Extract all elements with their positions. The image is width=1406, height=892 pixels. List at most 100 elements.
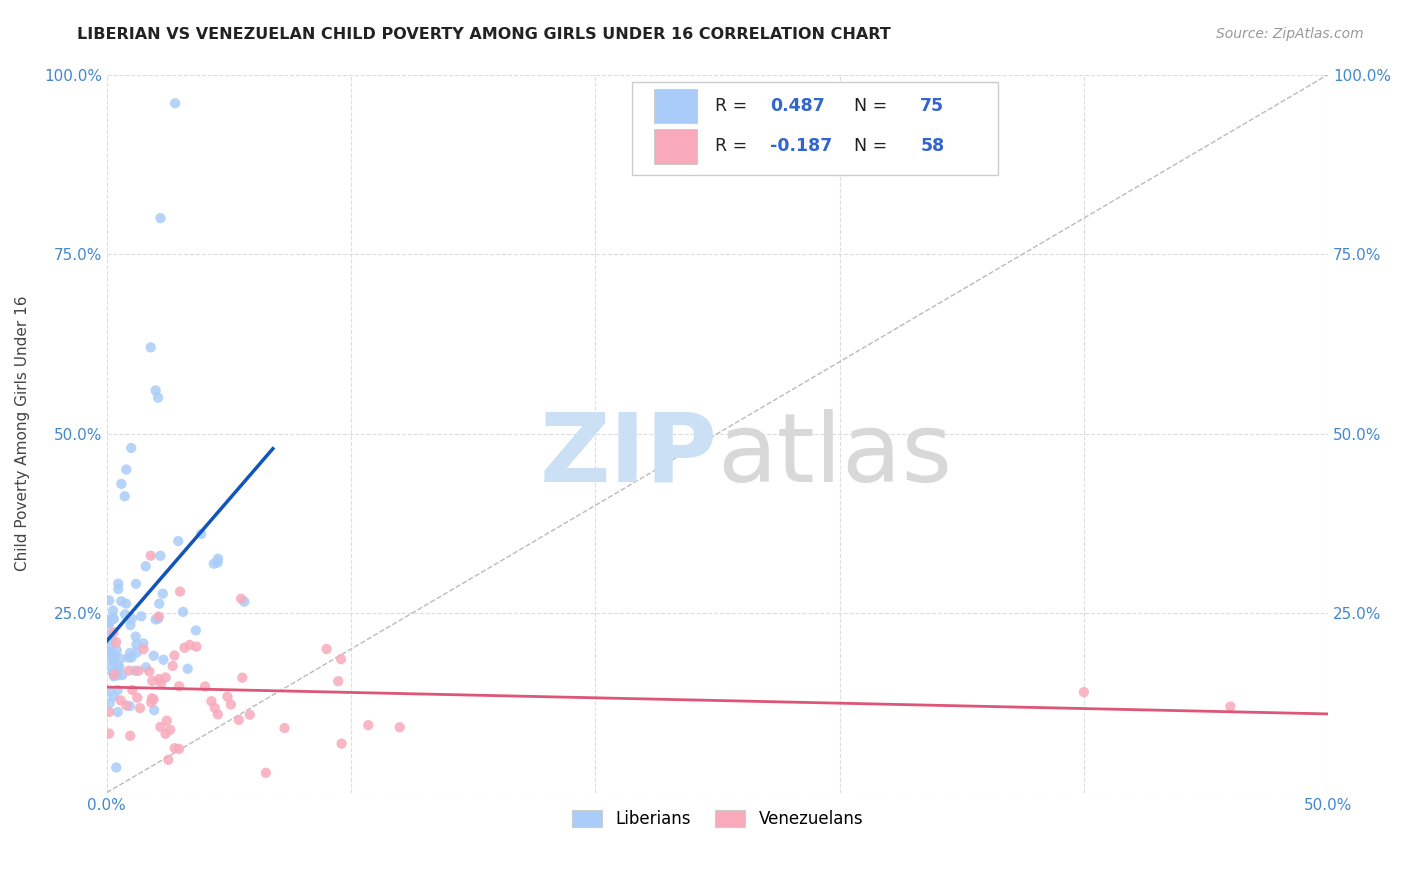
Y-axis label: Child Poverty Among Girls Under 16: Child Poverty Among Girls Under 16 [15,296,30,572]
Point [148,597,170,611]
Point [186,640,208,654]
Point [141,696,163,710]
Point [105,668,128,682]
Point [202,557,225,571]
Point [107,582,129,596]
Point [152,653,174,667]
Point [129,609,152,624]
Point [228,713,250,727]
Point [98,726,121,740]
Point [173,640,195,655]
Point [207,551,229,566]
Point [135,660,157,674]
Point [200,694,222,708]
Point [100,659,122,673]
Text: LIBERIAN VS VENEZUELAN CHILD POVERTY AMONG GIRLS UNDER 16 CORRELATION CHART: LIBERIAN VS VENEZUELAN CHILD POVERTY AMO… [77,27,891,42]
Point [103,648,125,663]
Point [135,559,157,574]
Point [120,441,142,455]
Point [177,662,200,676]
Point [142,648,165,663]
Point [330,652,353,666]
Point [127,690,149,705]
Point [328,674,350,689]
Point [103,611,125,625]
Point [98,696,121,710]
Text: R =: R = [716,137,752,155]
Point [121,650,143,665]
Point [121,683,143,698]
Point [117,650,139,665]
Point [98,645,121,659]
Point [149,549,172,563]
Point [103,667,125,681]
Point [179,638,201,652]
Point [155,727,177,741]
Point [273,721,295,735]
Point [149,720,172,734]
Point [120,729,142,743]
Point [125,576,148,591]
Point [167,534,190,549]
Point [165,96,187,111]
Point [207,707,229,722]
Text: 58: 58 [920,137,945,155]
Point [105,635,128,649]
Point [146,391,169,405]
Point [157,753,180,767]
Point [107,683,129,698]
Point [219,698,242,712]
Point [98,593,121,607]
Point [110,693,132,707]
Point [107,659,129,673]
Point [115,698,138,713]
Point [142,692,165,706]
Point [108,660,131,674]
Point [141,691,163,706]
Point [120,618,142,632]
Point [148,609,170,624]
Point [139,549,162,563]
Point [127,664,149,678]
Point [239,707,262,722]
Point [129,701,152,715]
Text: -0.187: -0.187 [770,137,832,155]
Point [101,604,124,618]
Point [125,630,148,644]
Point [1219,699,1241,714]
Point [107,576,129,591]
Point [98,641,121,656]
Point [148,611,170,625]
Point [138,665,160,679]
Point [357,718,380,732]
Legend: Liberians, Venezuelans: Liberians, Venezuelans [565,803,870,835]
Point [98,684,121,698]
Point [100,632,122,647]
Point [120,646,142,660]
Point [115,462,138,476]
Point [98,613,121,627]
Text: Source: ZipAtlas.com: Source: ZipAtlas.com [1216,27,1364,41]
Point [111,668,134,682]
Point [1073,685,1095,699]
Point [152,587,174,601]
Point [207,556,229,570]
Point [159,723,181,737]
Text: 75: 75 [920,97,945,115]
Point [125,645,148,659]
Point [233,595,256,609]
Point [315,642,337,657]
FancyBboxPatch shape [654,129,697,163]
Point [103,625,125,640]
Text: 0.487: 0.487 [770,97,825,115]
Point [190,527,212,541]
Point [103,690,125,704]
Point [145,384,167,398]
Point [149,211,172,226]
Point [169,584,191,599]
Text: N =: N = [844,97,893,115]
Point [145,612,167,626]
FancyBboxPatch shape [654,89,697,123]
Point [103,669,125,683]
Point [125,638,148,652]
